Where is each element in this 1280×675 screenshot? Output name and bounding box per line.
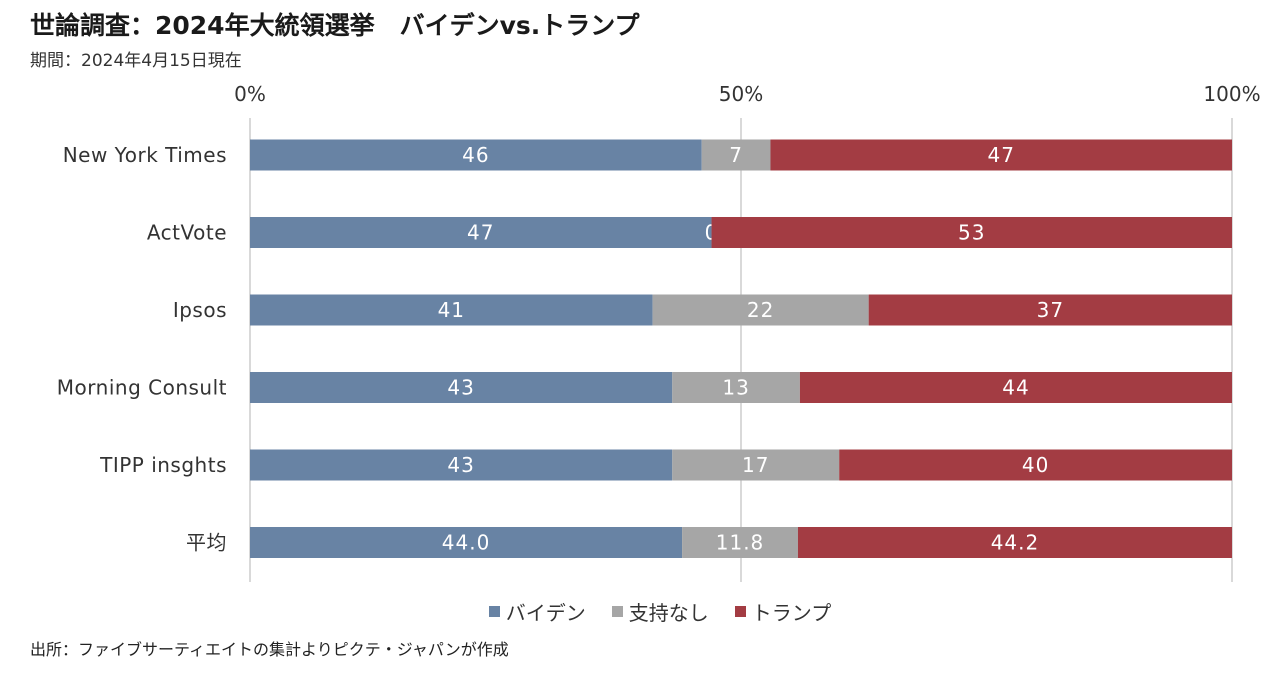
bar-segment <box>797 527 1232 558</box>
data-label: 53 <box>958 221 985 245</box>
legend-swatch-trump <box>734 606 746 617</box>
source-note: 出所：ファイブサーティエイトの集計よりピクテ・ジャパンが作成 <box>30 640 509 659</box>
data-label: 43 <box>447 453 474 477</box>
bar-segment <box>250 139 702 171</box>
bar-segment <box>839 449 1232 481</box>
data-label: 22 <box>747 298 774 322</box>
x-tick-label: 100% <box>1203 82 1260 106</box>
bar-segment <box>250 372 673 403</box>
legend: バイデン 支持なし トランプ <box>0 597 1280 626</box>
legend-item-none: 支持なし <box>611 597 709 626</box>
bar-segment <box>682 527 798 558</box>
legend-swatch-none <box>611 606 623 617</box>
bar-segment <box>868 294 1232 326</box>
bar-segment <box>672 449 840 481</box>
bar-segment <box>701 139 771 171</box>
data-label: 37 <box>1037 298 1064 322</box>
data-label: 47 <box>467 221 494 245</box>
category-label: Ipsos <box>173 298 227 322</box>
x-tick-label: 0% <box>234 82 266 106</box>
data-label: 44.2 <box>991 531 1040 555</box>
category-label: New York Times <box>63 143 227 167</box>
data-label: 7 <box>729 143 743 167</box>
bar-segment <box>770 139 1232 171</box>
bar-segment <box>711 217 1232 248</box>
category-label: 平均 <box>186 531 227 555</box>
legend-swatch-biden <box>488 606 500 617</box>
bar-segment <box>672 372 800 403</box>
legend-label-biden: バイデン <box>505 601 586 625</box>
data-label: 46 <box>462 143 489 167</box>
data-label: 47 <box>988 143 1015 167</box>
legend-label-none: 支持なし <box>628 601 709 625</box>
bar-segment <box>250 449 673 481</box>
data-label: 13 <box>722 376 749 400</box>
data-label: 11.8 <box>716 531 765 555</box>
data-label: 40 <box>1022 453 1049 477</box>
category-label: TIPP insghts <box>99 453 227 477</box>
legend-item-trump: トランプ <box>734 597 832 626</box>
bar-segment <box>799 372 1232 403</box>
chart-title: 世論調査：2024年大統領選挙 バイデンvs.トランプ <box>30 11 640 40</box>
data-label: 44 <box>1002 376 1029 400</box>
data-label: 44.0 <box>442 531 491 555</box>
bar-segment <box>250 294 653 326</box>
data-label: 43 <box>447 376 474 400</box>
legend-label-trump: トランプ <box>751 601 832 625</box>
bar-segment <box>652 294 869 326</box>
bar-segment <box>250 217 712 248</box>
category-label: ActVote <box>147 221 227 245</box>
bar-segment <box>250 527 683 558</box>
category-label: Morning Consult <box>57 376 227 400</box>
x-tick-label: 50% <box>719 82 763 106</box>
data-label: 17 <box>742 453 769 477</box>
data-label: 41 <box>438 298 465 322</box>
chart-subtitle: 期間：2024年4月15日現在 <box>30 51 242 71</box>
legend-item-biden: バイデン <box>488 597 586 626</box>
